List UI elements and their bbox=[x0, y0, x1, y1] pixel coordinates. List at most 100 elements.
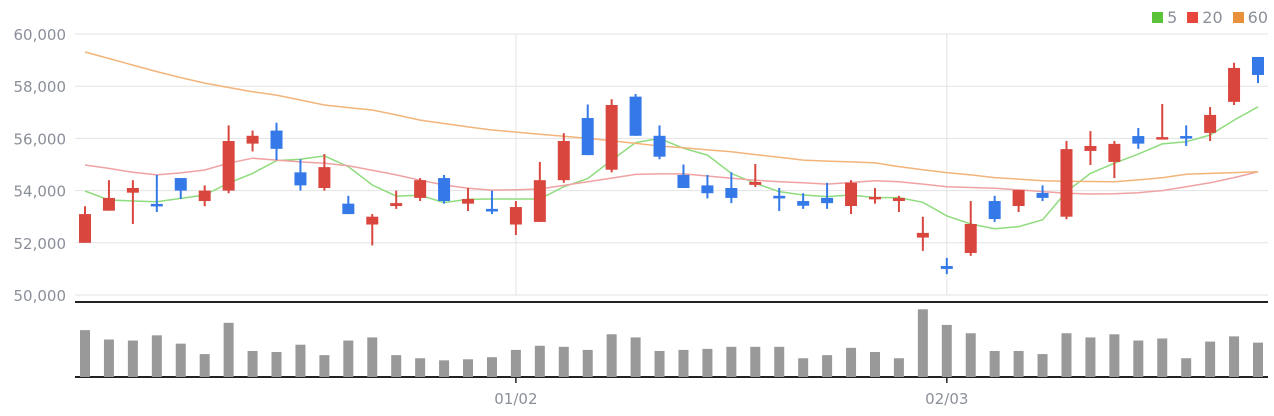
candle-body-up bbox=[198, 190, 211, 202]
candle-body-up bbox=[1084, 145, 1097, 151]
x-tick-label: 01/02 bbox=[494, 390, 537, 408]
volume-bar bbox=[606, 334, 617, 377]
ma5-line bbox=[84, 106, 1259, 230]
candle-body-up bbox=[845, 182, 858, 206]
legend-label-ma5[interactable]: 5 bbox=[1167, 8, 1178, 27]
candle-body-up bbox=[462, 198, 475, 204]
volume-bar bbox=[822, 355, 833, 377]
volume-bar bbox=[941, 324, 952, 377]
candle-body-up bbox=[1204, 114, 1217, 133]
candle-body-down bbox=[485, 208, 498, 212]
candle-body-down bbox=[581, 118, 594, 156]
volume-bar bbox=[1157, 338, 1168, 377]
volume-bar bbox=[989, 350, 1000, 377]
volume-bar bbox=[199, 354, 210, 377]
volume-bar bbox=[893, 358, 904, 377]
volume-bar bbox=[869, 352, 880, 377]
candle-body-up bbox=[390, 203, 403, 206]
y-tick-label: 60,000 bbox=[14, 26, 67, 44]
volume-bar bbox=[774, 346, 785, 377]
volume-bar bbox=[151, 335, 162, 377]
candle-body-up bbox=[1228, 67, 1241, 102]
volume-bar bbox=[1037, 354, 1048, 377]
candle-body-down bbox=[821, 197, 834, 204]
candle-body-up bbox=[964, 224, 977, 253]
candle-body-up bbox=[366, 216, 379, 225]
volume-bar bbox=[678, 349, 689, 377]
candle-body-down bbox=[150, 203, 163, 207]
volume-bar bbox=[1133, 340, 1144, 377]
volume-bar bbox=[558, 346, 569, 377]
candle-body-down bbox=[773, 195, 786, 199]
candle-body-down bbox=[342, 203, 355, 215]
volume-bar bbox=[175, 343, 186, 377]
candle-body-up bbox=[509, 207, 522, 225]
volume-bar bbox=[367, 337, 378, 377]
y-tick-label: 50,000 bbox=[14, 287, 67, 305]
legend-swatch-ma5 bbox=[1152, 12, 1164, 23]
candle-body-down bbox=[270, 130, 283, 149]
candle-body-up bbox=[1012, 190, 1025, 206]
candle-body-down bbox=[797, 201, 810, 206]
candle-body-up bbox=[222, 141, 235, 191]
volume-bar bbox=[127, 340, 138, 377]
candle-body-down bbox=[677, 174, 690, 188]
volume-bar bbox=[1013, 350, 1024, 377]
candle-body-down bbox=[174, 178, 187, 191]
volume-bar bbox=[103, 339, 114, 377]
volume-bar bbox=[439, 360, 450, 377]
candle-body-down bbox=[629, 96, 642, 136]
volume-bar bbox=[1229, 336, 1240, 377]
candle-body-down bbox=[940, 266, 953, 269]
candle-body-down bbox=[701, 185, 714, 194]
candle-body-down bbox=[294, 172, 307, 186]
volume-bar bbox=[391, 355, 402, 377]
ma20-line bbox=[84, 157, 1259, 195]
candle-body-up bbox=[102, 197, 115, 211]
candle-body-down bbox=[1036, 192, 1049, 198]
volume-bar bbox=[510, 349, 521, 377]
volume-bar bbox=[965, 333, 976, 377]
volume-bar bbox=[415, 358, 426, 377]
candle-body-up bbox=[414, 180, 427, 198]
volume-bar bbox=[223, 322, 234, 377]
volume-bar bbox=[654, 350, 665, 377]
legend-swatch-ma20 bbox=[1187, 12, 1199, 23]
volume-bar bbox=[80, 330, 90, 377]
y-tick-label: 52,000 bbox=[14, 235, 67, 253]
candle-body-down bbox=[1132, 136, 1145, 144]
volume-bar bbox=[750, 346, 761, 377]
volume-bar bbox=[798, 358, 809, 377]
y-tick-label: 58,000 bbox=[14, 78, 67, 96]
volume-bar bbox=[247, 350, 258, 377]
volume-bar bbox=[582, 349, 593, 377]
candle-body-up bbox=[1108, 143, 1121, 162]
volume-bar bbox=[1253, 342, 1263, 377]
volume-bar bbox=[630, 337, 641, 377]
candle-body-up bbox=[749, 181, 762, 185]
candle-body-down bbox=[1180, 136, 1193, 139]
legend-label-ma20[interactable]: 20 bbox=[1202, 8, 1223, 27]
candle-body-up bbox=[605, 104, 618, 170]
y-tick-label: 54,000 bbox=[14, 183, 67, 201]
candle-body-up bbox=[868, 196, 881, 200]
volume-bar bbox=[1181, 358, 1192, 377]
x-tick-label: 02/03 bbox=[925, 390, 968, 408]
candle-body-up bbox=[246, 135, 259, 144]
ma60-line bbox=[84, 51, 1259, 183]
candle-body-up bbox=[1060, 149, 1073, 217]
legend-swatch-ma60 bbox=[1232, 12, 1244, 23]
candle-body-down bbox=[438, 178, 451, 202]
candle-body-up bbox=[79, 214, 91, 243]
candle-body-down bbox=[725, 187, 738, 198]
legend-label-ma60[interactable]: 60 bbox=[1247, 8, 1268, 27]
volume-bar bbox=[486, 357, 497, 377]
volume-bar bbox=[534, 345, 545, 377]
volume-bar bbox=[319, 355, 330, 377]
volume-bar bbox=[343, 340, 354, 377]
candle-body-up bbox=[916, 232, 929, 238]
volume-bar bbox=[271, 352, 282, 377]
candle-body-down bbox=[653, 135, 666, 157]
